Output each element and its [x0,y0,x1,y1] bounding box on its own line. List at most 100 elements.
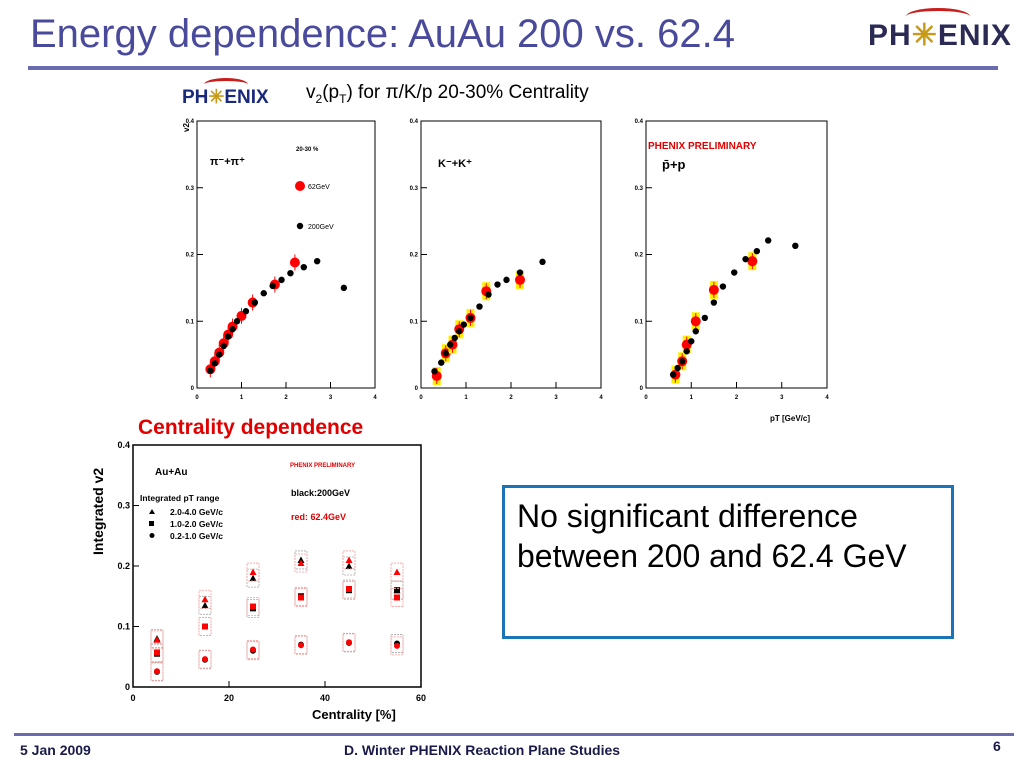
data-point [494,281,501,288]
data-point [731,269,738,276]
data-point [249,568,257,576]
data-point [516,269,524,276]
data-point [683,348,690,355]
legend-marker-200 [296,222,304,230]
data-point [242,308,250,315]
logo-small-text-right: ENIX [224,87,269,108]
subtitle-sub-t: T [339,91,347,106]
data-point [431,368,438,375]
conclusion-text: No significant difference between 200 an… [517,498,907,574]
x-tick-label: 0 [195,395,199,401]
y-tick-label: 0 [640,386,644,392]
panel-label-kaon: K⁻+K⁺ [438,158,472,170]
data-point [224,333,232,340]
systematic-band [150,630,164,650]
x-tick-label: 2 [509,395,513,401]
y-tick-label: 0.3 [635,186,644,192]
data-point [442,350,449,357]
data-point [688,338,695,345]
data-point [300,263,307,271]
slide-title: Energy dependence: AuAu 200 vs. 62.4 [30,12,735,56]
data-point [674,364,681,372]
page-number: 6 [993,738,1001,754]
y-tick-label: 0.4 [117,440,130,450]
data-point [764,237,772,244]
systematic-band [390,636,404,656]
legend-range: 2.0-4.0 GeV/c [170,507,223,517]
data-point [393,568,401,576]
data-point [201,595,209,603]
footer-date: 5 Jan 2009 [20,742,91,758]
data-point [742,255,749,263]
systematic-band [342,550,356,570]
data-point [298,594,304,601]
data-point [438,359,445,366]
systematic-band [246,562,260,582]
x-tick-label: 3 [329,395,333,401]
data-point [394,587,400,594]
phenix-logo-small: PH✳ENIX [182,86,269,109]
y-tick-label: 0.2 [117,561,130,571]
data-point [346,639,352,646]
centrality-heading: Centrality dependence [138,416,364,439]
panel-label-pion: π⁻+π⁺ [210,156,245,168]
panel-label-proton: p̄+p [662,157,686,172]
data-point [251,299,259,306]
systematic-band [342,579,356,599]
y-tick-label: 0.2 [635,253,644,259]
data-point [289,257,300,268]
system-label: Au+Au [155,467,188,478]
data-point [340,284,348,292]
energy-label-red: red: 62.4GeV [291,512,346,522]
subtitle-mid: (p [322,82,340,103]
y-tick-label: 0.4 [410,119,419,125]
systematic-band [150,661,164,681]
y-tick-label: 0.3 [186,186,195,192]
data-point [202,623,208,630]
y-tick-label: 0.4 [186,119,195,125]
preliminary-label-2: PHENIX PRELIMINARY [290,463,355,469]
data-point [460,321,467,328]
data-point [250,646,256,653]
x-tick-label: 0 [419,395,423,401]
plot-frame-centrality [132,444,422,688]
x-tick-label: 0 [130,693,135,703]
subtitle-sub-2: 2 [315,91,323,106]
data-point [515,274,525,285]
logo-small-text-left: PH [182,87,209,108]
data-point [216,351,223,358]
legend-range: 0.2-1.0 GeV/c [170,531,223,541]
data-point [153,636,161,643]
data-point [298,642,304,649]
data-point [201,601,209,609]
data-point [467,314,474,322]
data-point [220,342,227,350]
conclusion-note: No significant difference between 200 an… [502,485,954,639]
centrality-label: 20-30 % [296,147,319,153]
data-point [719,283,727,290]
y-tick-label: 0.1 [186,319,195,325]
legend-62: 62GeV [308,184,330,191]
x-tick-label: 4 [599,395,603,401]
data-point [753,247,761,255]
data-point [154,668,160,675]
legend-marker [149,509,155,514]
systematic-band [198,617,212,636]
y-axis-label-v2: v2 [182,123,191,132]
y-tick-label: 0.3 [410,186,419,192]
legend-title: Integrated pT range [140,493,220,503]
systematic-band [150,643,164,662]
legend-marker-62 [295,181,305,191]
systematic-band [198,649,212,669]
data-point [690,316,701,327]
data-point [708,284,719,295]
data-point [202,656,208,663]
x-tick-label: 4 [825,395,829,401]
data-point [211,360,218,367]
data-point [476,303,483,310]
x-tick-label: 3 [780,395,784,401]
data-point [154,649,160,656]
y-axis-label-integrated: Integrated v2 [90,468,106,555]
systematic-band [390,588,404,607]
logo-small-star-icon: ✳ [208,87,225,108]
